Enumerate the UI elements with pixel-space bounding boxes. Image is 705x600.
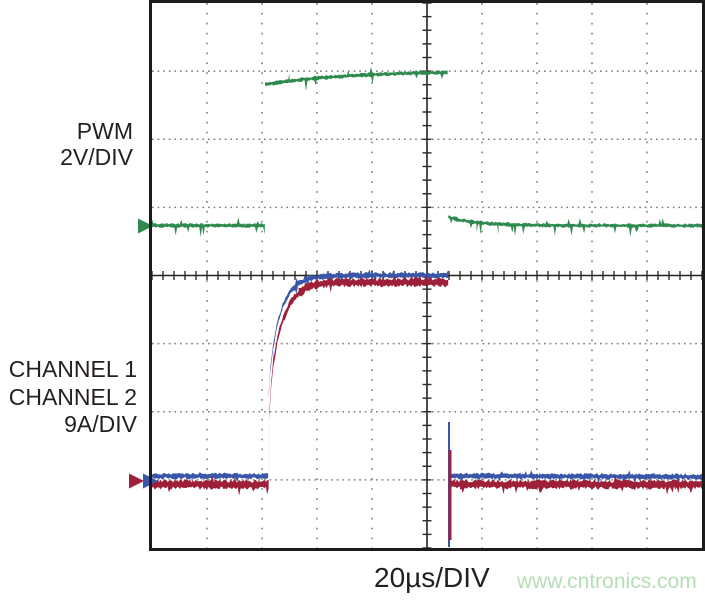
watermark-text: www.cntronics.com	[517, 570, 697, 593]
pwm-name-label: PWM	[76, 118, 133, 144]
channel2-name-label: CHANNEL 2	[8, 383, 137, 410]
current-scale-label: 9A/DIV	[64, 411, 137, 437]
pwm-channel-label: PWM 2V/DIV	[60, 118, 133, 170]
channel1-name-label: CHANNEL 1	[8, 356, 137, 382]
channel1-trace	[152, 269, 702, 486]
channel2-trace	[152, 274, 702, 496]
scope-frame	[149, 0, 705, 551]
timebase-label: 20µs/DIV	[374, 562, 490, 593]
current-channels-label: CHANNEL 1 CHANNEL 2 9A/DIV	[9, 356, 137, 439]
scope-grid	[151, 2, 703, 549]
pwm-zero-marker	[138, 218, 153, 234]
waveform-traces	[152, 67, 702, 547]
pwm-scale-label: 2V/DIV	[60, 144, 133, 170]
ch2-zero-marker	[129, 473, 144, 489]
zero-markers	[129, 218, 158, 489]
